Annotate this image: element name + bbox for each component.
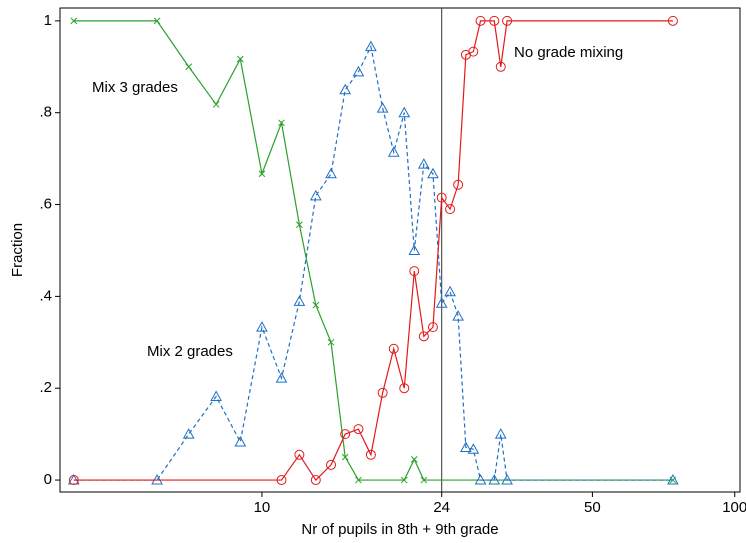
annotation: Mix 2 grades (147, 343, 233, 360)
x-tick-label: 10 (254, 499, 271, 516)
marker (341, 453, 349, 461)
marker (212, 101, 220, 108)
marker (667, 474, 679, 485)
marker (352, 65, 365, 77)
series-line (73, 20, 673, 481)
marker (256, 321, 268, 332)
marker (234, 435, 247, 447)
y-tick-label: .6 (39, 196, 52, 213)
marker (474, 474, 487, 485)
marker (327, 338, 335, 346)
marker (400, 476, 408, 484)
y-tick-label: 1 (44, 12, 52, 29)
marker (339, 83, 352, 95)
series-line (73, 20, 673, 482)
y-tick-label: .8 (39, 104, 52, 121)
marker (185, 63, 193, 71)
marker (427, 322, 438, 333)
marker (387, 146, 400, 157)
y-axis-title: Fraction (9, 223, 26, 277)
marker (309, 189, 322, 201)
marker (444, 285, 456, 297)
marker (210, 390, 222, 401)
marker (467, 443, 480, 454)
marker (258, 170, 266, 178)
marker (278, 119, 285, 127)
marker (468, 46, 479, 57)
marker (453, 179, 464, 190)
marker (399, 383, 410, 394)
marker (365, 449, 376, 460)
marker (460, 441, 472, 452)
annotation: Mix 3 grades (92, 79, 178, 96)
marker (325, 167, 337, 179)
marker (502, 15, 513, 26)
marker (409, 266, 420, 277)
plot-frame (59, 7, 741, 493)
marker (495, 61, 506, 72)
marker (388, 343, 399, 354)
marker (489, 15, 500, 26)
x-tick-label: 24 (433, 499, 450, 516)
marker (276, 475, 287, 486)
marker (340, 429, 351, 440)
marker (310, 475, 321, 486)
x-tick-label: 100 (722, 499, 746, 516)
marker (355, 476, 362, 484)
marker (296, 221, 303, 229)
marker (435, 297, 448, 308)
x-tick-label: 50 (584, 499, 601, 516)
x-axis-title: Nr of pupils in 8th + 9th grade (301, 521, 498, 538)
marker (353, 424, 364, 435)
marker (293, 295, 306, 306)
marker (427, 167, 439, 179)
marker (312, 301, 320, 309)
marker (494, 428, 507, 439)
marker (452, 310, 464, 321)
marker (376, 102, 389, 113)
y-tick-label: .2 (39, 379, 52, 396)
marker (420, 476, 428, 484)
marker (667, 15, 678, 26)
marker (501, 474, 513, 485)
marker (68, 475, 79, 486)
marker (182, 428, 195, 439)
marker (275, 372, 288, 383)
marker (410, 456, 418, 463)
annotation: No grade mixing (514, 44, 623, 61)
marker (294, 449, 305, 460)
marker (153, 17, 161, 25)
marker (488, 474, 501, 485)
marker (445, 204, 456, 215)
marker (436, 192, 447, 203)
marker (377, 387, 388, 398)
marker (236, 55, 244, 63)
marker (417, 158, 430, 169)
series-line (73, 44, 673, 481)
marker (418, 331, 429, 342)
y-tick-label: .4 (39, 287, 52, 304)
marker (398, 106, 411, 118)
marker (408, 244, 421, 255)
y-tick-label: 0 (44, 471, 52, 488)
marker (365, 40, 377, 52)
marker (326, 459, 337, 470)
marker (70, 17, 78, 25)
marker (475, 15, 486, 26)
